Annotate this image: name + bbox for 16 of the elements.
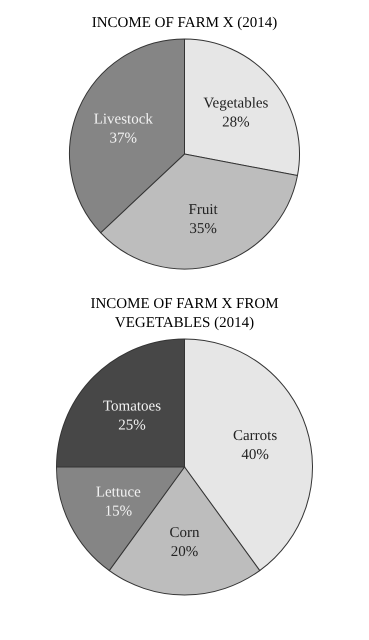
data-label: 15%	[104, 504, 132, 520]
slice-label: Carrots	[233, 428, 278, 444]
chart-title: INCOME OF FARM X FROM VEGETABLES (2014)	[89, 295, 280, 333]
data-label: 40%	[241, 447, 269, 464]
data-label: 35%	[189, 221, 217, 238]
slice-label: Lettuce	[96, 484, 142, 501]
data-label: 37%	[110, 130, 138, 147]
slice-label: Corn	[170, 525, 200, 542]
chart-title: INCOME OF FARM X (2014)	[90, 14, 278, 33]
data-label: 25%	[118, 418, 146, 434]
slice-label: Tomatoes	[102, 398, 162, 415]
slice-label: Livestock	[94, 112, 154, 128]
data-label: 20%	[170, 544, 198, 560]
data-label: 28%	[222, 114, 250, 130]
slice-label: Vegetables	[203, 95, 269, 112]
slice-label: Fruit	[188, 202, 219, 218]
